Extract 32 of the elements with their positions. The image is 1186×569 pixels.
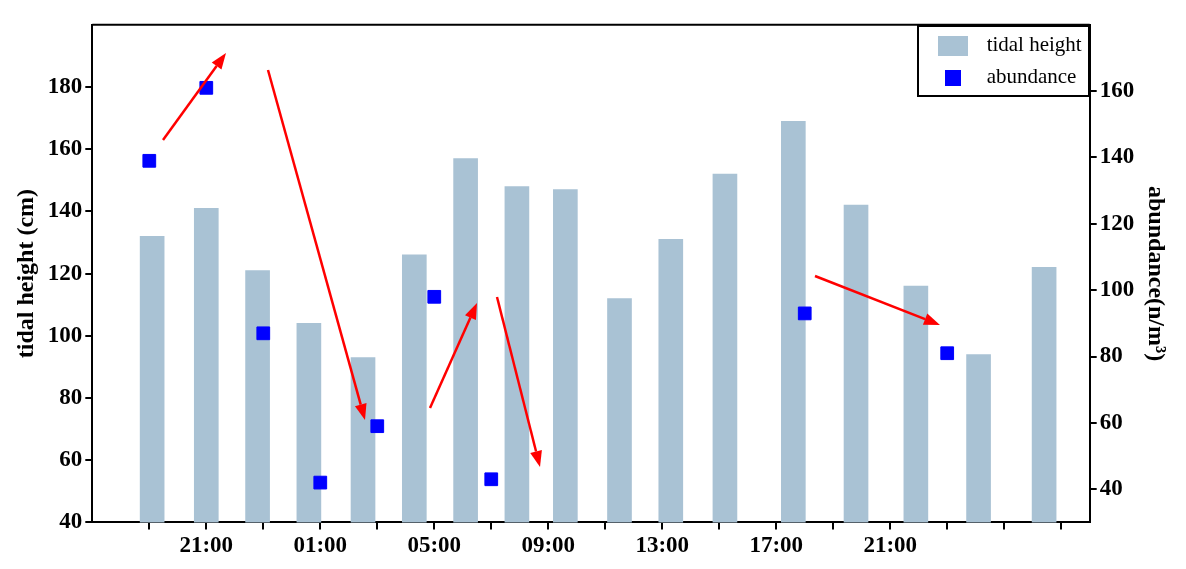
y-tick-label: 180 bbox=[47, 72, 83, 98]
point bbox=[142, 153, 157, 168]
y2-tick-label: 160 bbox=[1099, 77, 1135, 103]
y2-axis-title: abundance(n/m³) bbox=[1144, 185, 1171, 362]
y2-tick-label: 40 bbox=[1099, 475, 1123, 501]
x-tick-label: 05:00 bbox=[407, 532, 462, 558]
y2-tick-label: 80 bbox=[1099, 342, 1123, 368]
point bbox=[313, 475, 328, 490]
x-tick-label: 17:00 bbox=[749, 532, 804, 558]
y-tick-label: 160 bbox=[47, 135, 83, 161]
y-axis-title: tidal height (cm) bbox=[11, 188, 38, 359]
y-tick-label: 80 bbox=[59, 383, 83, 409]
x-tick-label: 01:00 bbox=[293, 532, 348, 558]
y-tick-label: 120 bbox=[47, 259, 83, 285]
legend-label: abundance bbox=[986, 64, 1077, 90]
x-tick-label: 09:00 bbox=[521, 532, 576, 558]
y2-tick-label: 140 bbox=[1099, 143, 1135, 169]
point bbox=[256, 326, 271, 341]
point bbox=[427, 289, 442, 304]
y2-tick-label: 100 bbox=[1099, 276, 1135, 302]
x-tick-label: 21:00 bbox=[179, 532, 234, 558]
y-tick-label: 60 bbox=[59, 446, 83, 472]
y-tick-label: 40 bbox=[59, 508, 83, 534]
point bbox=[484, 472, 499, 487]
x-tick-label: 13:00 bbox=[635, 532, 690, 558]
y-tick-label: 140 bbox=[47, 197, 83, 223]
y2-tick-label: 120 bbox=[1099, 209, 1135, 235]
x-tick-label: 21:00 bbox=[863, 532, 918, 558]
point bbox=[370, 419, 385, 434]
y2-tick-label: 60 bbox=[1099, 408, 1123, 434]
legend-label: tidal height bbox=[986, 32, 1082, 58]
y-tick-label: 100 bbox=[47, 321, 83, 347]
